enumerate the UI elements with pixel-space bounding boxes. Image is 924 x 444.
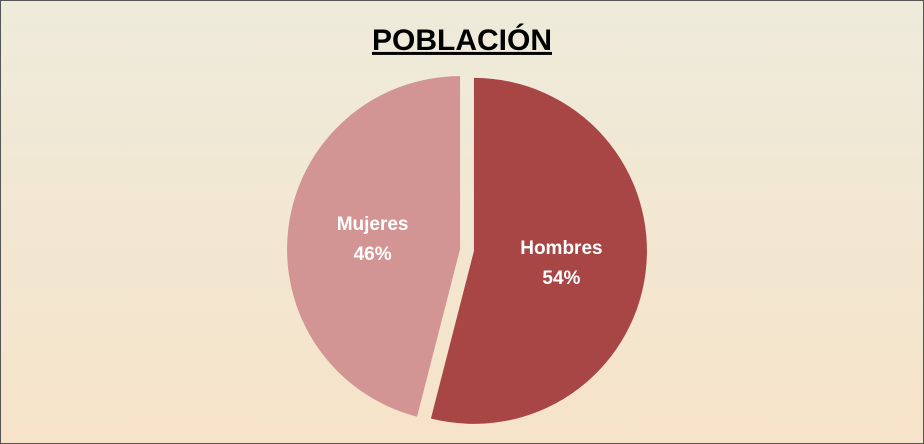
pie-slice [287, 76, 461, 417]
pie-slice [430, 77, 647, 424]
slice-value-label: 54% [542, 268, 580, 289]
slice-label: Hombres [520, 238, 602, 259]
chart-title: POBLACIÓN [372, 23, 552, 57]
slice-value-label: 46% [354, 244, 392, 265]
slice-label: Mujeres [337, 214, 409, 235]
